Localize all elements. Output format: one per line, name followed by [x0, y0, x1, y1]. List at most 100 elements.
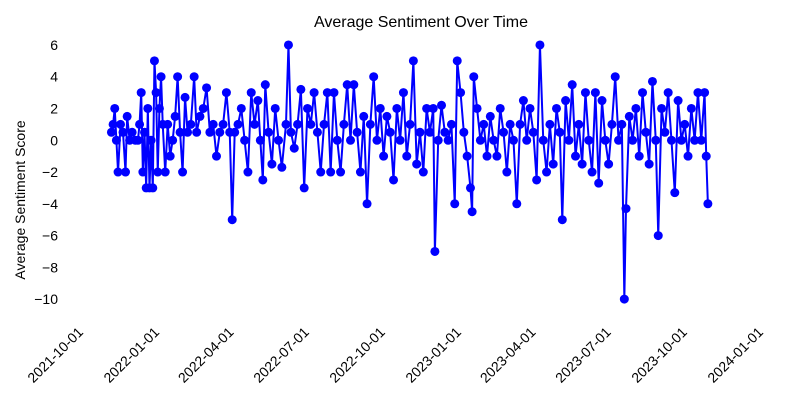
data-point: [469, 72, 479, 82]
data-point: [202, 83, 212, 93]
data-point: [567, 80, 577, 90]
x-tick-label: 2022-04-01: [175, 324, 237, 386]
data-point: [215, 127, 225, 137]
data-point: [545, 119, 555, 129]
data-point: [336, 167, 346, 177]
data-point: [693, 88, 703, 98]
data-point: [456, 88, 466, 98]
data-point: [482, 151, 492, 161]
data-point: [660, 127, 670, 137]
data-point: [412, 159, 422, 169]
data-point: [532, 175, 542, 185]
data-point: [425, 127, 435, 137]
data-point: [192, 127, 202, 137]
data-point: [277, 162, 287, 172]
data-point: [312, 127, 322, 137]
data-point: [597, 96, 607, 106]
data-point: [631, 103, 641, 113]
y-tick-label: 2: [50, 100, 58, 116]
data-point: [379, 151, 389, 161]
data-point: [243, 167, 253, 177]
data-point: [564, 135, 574, 145]
data-point: [236, 103, 246, 113]
y-axis-label: Average Sentiment Score: [12, 120, 28, 279]
data-point: [264, 127, 274, 137]
data-point: [557, 215, 567, 225]
data-point: [153, 167, 163, 177]
data-point: [136, 88, 146, 98]
y-tick-label: −10: [34, 291, 58, 307]
data-point: [230, 127, 240, 137]
data-point: [253, 96, 263, 106]
data-point: [329, 88, 339, 98]
data-point: [489, 135, 499, 145]
data-point: [452, 56, 462, 66]
data-point: [178, 167, 188, 177]
data-point: [634, 151, 644, 161]
data-point: [657, 103, 667, 113]
data-point: [180, 92, 190, 102]
data-point: [143, 103, 153, 113]
data-point: [221, 88, 231, 98]
data-point: [415, 127, 425, 137]
data-point: [440, 127, 450, 137]
data-point: [628, 135, 638, 145]
data-point: [332, 135, 342, 145]
data-point: [110, 103, 120, 113]
data-point: [108, 119, 118, 129]
data-point: [382, 111, 392, 121]
y-tick-label: −4: [42, 196, 58, 212]
data-point: [462, 151, 472, 161]
data-point: [352, 127, 362, 137]
data-point: [156, 72, 166, 82]
data-point: [515, 119, 525, 129]
data-point: [362, 199, 372, 209]
data-point: [306, 119, 316, 129]
y-tick-label: −8: [42, 259, 58, 275]
data-point: [339, 119, 349, 129]
data-point: [446, 119, 456, 129]
data-point: [286, 127, 296, 137]
y-tick-label: −2: [42, 164, 58, 180]
data-point: [538, 135, 548, 145]
data-point: [580, 88, 590, 98]
data-point: [398, 88, 408, 98]
data-point: [140, 127, 150, 137]
data-point: [492, 151, 502, 161]
x-tick-label: 2022-07-01: [250, 324, 312, 386]
data-point: [485, 111, 495, 121]
data-point: [189, 72, 199, 82]
data-point: [502, 167, 512, 177]
data-point: [316, 167, 326, 177]
data-point: [113, 167, 123, 177]
data-point: [676, 135, 686, 145]
data-point: [587, 167, 597, 177]
data-point: [670, 188, 680, 198]
data-point: [195, 111, 205, 121]
data-point: [212, 151, 221, 161]
data-point: [369, 72, 379, 82]
data-point: [289, 143, 299, 153]
data-point: [680, 119, 690, 129]
data-point: [372, 135, 382, 145]
data-point: [644, 159, 654, 169]
data-point: [151, 88, 161, 98]
data-point: [309, 88, 319, 98]
data-point: [168, 135, 178, 145]
y-axis-ticks: 6 4 2 0 −2 −4 −6 −8 −10: [34, 37, 58, 307]
chart-title: Average Sentiment Over Time: [314, 14, 528, 31]
x-tick-label: 2023-07-01: [552, 324, 614, 386]
data-point: [700, 88, 710, 98]
data-point: [614, 135, 624, 145]
data-point: [326, 167, 336, 177]
data-point: [121, 167, 130, 177]
data-point: [422, 103, 432, 113]
data-point: [686, 103, 696, 113]
data-point: [518, 96, 528, 106]
data-point: [365, 119, 375, 129]
data-point: [218, 119, 228, 129]
data-point: [666, 135, 676, 145]
data-point: [594, 178, 604, 188]
data-point: [475, 135, 485, 145]
